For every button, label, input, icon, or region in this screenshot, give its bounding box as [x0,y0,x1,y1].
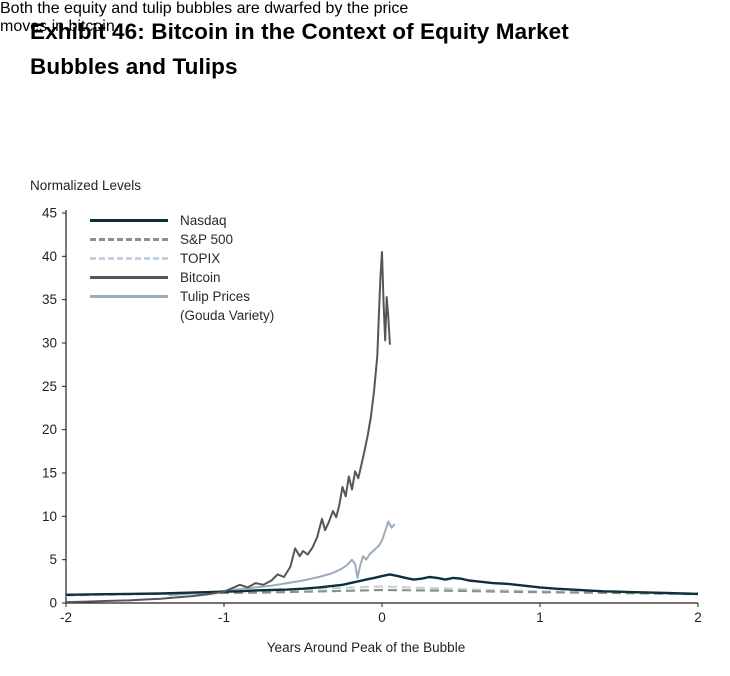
y-axis-title: Normalized Levels [30,178,142,193]
legend-line-sample-sp500 [90,238,168,241]
legend-line-sample-tulip [90,295,168,298]
legend-item-bitcoin: Bitcoin [90,268,274,287]
x-tick-label: 2 [694,610,702,625]
y-tick-label: 30 [42,336,57,351]
chart-svg: 0 5 10 15 20 25 30 35 40 45 -2 -1 0 1 2 [42,206,702,626]
x-tick-label: 0 [378,610,386,625]
x-tick-label: -2 [60,610,72,625]
legend-label-nasdaq: Nasdaq [180,213,227,228]
exhibit-title-line2: Bubbles and Tulips [30,54,238,79]
legend-item-sp500: S&P 500 [90,230,274,249]
legend-line-sample-bitcoin [90,276,168,279]
series-line-bitcoin [65,251,391,604]
legend-item-tulip: Tulip Prices [90,287,274,306]
x-tick-label: -1 [218,610,230,625]
legend-label-tulip-line2: (Gouda Variety) [180,308,275,323]
legend-label-topix: TOPIX [180,251,221,266]
legend-item-nasdaq: Nasdaq [90,211,274,230]
legend-line-sample-nasdaq [90,219,168,222]
exhibit-title-line1: Exhibit 46: Bitcoin in the Context of Eq… [30,19,569,44]
legend-item-topix: TOPIX [90,249,274,268]
x-axis-title: Years Around Peak of the Bubble [266,640,466,655]
y-tick-label: 0 [49,596,57,611]
exhibit-title: Exhibit 46: Bitcoin in the Context of Eq… [30,14,720,84]
y-tick-label: 45 [42,206,57,221]
x-tick-label: 1 [536,610,544,625]
series-line-nasdaq [65,573,699,596]
exhibit-subtitle-line2: moves in bitcoin. [0,18,120,35]
y-tick-label: 35 [42,292,57,307]
y-tick-label: 25 [42,379,57,394]
y-tick-label: 5 [49,552,57,567]
legend-label-tulip: Tulip Prices [180,289,251,304]
bubble-comparison-chart: 0 5 10 15 20 25 30 35 40 45 -2 -1 0 1 2 Nasdaq S&P 500 T… [30,205,702,629]
legend-label-bitcoin: Bitcoin [180,270,221,285]
y-tick-label: 10 [42,509,57,524]
legend-item-tulip-line2: (Gouda Variety) [90,306,274,325]
y-tick-label: 15 [42,466,57,481]
series-line-tulip [168,520,396,597]
y-tick-label: 20 [42,422,57,437]
legend-line-sample-topix [90,257,168,260]
chart-legend: Nasdaq S&P 500 TOPIX Bitcoin Tulip Prices (Go… [90,211,274,325]
exhibit-subtitle-line1: Both the equity and tulip bubbles are dw… [0,0,409,17]
legend-label-sp500: S&P 500 [180,232,234,247]
y-tick-label: 40 [42,249,57,264]
